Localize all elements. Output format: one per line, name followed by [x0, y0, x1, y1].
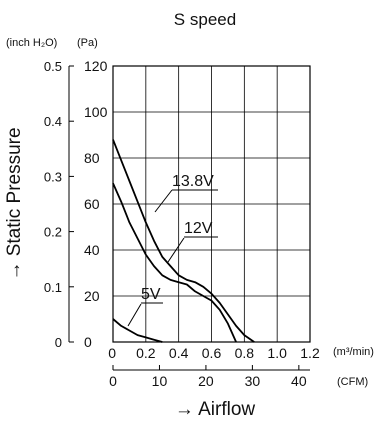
plot-frame	[112, 65, 311, 343]
x-secondary-tick-label: 20	[198, 373, 214, 389]
x-primary-tick-label: 0.8	[235, 345, 255, 361]
x-primary-tick-label: 0.2	[136, 345, 156, 361]
x-primary-tick-label: 0	[108, 345, 116, 361]
y-secondary-tick-label: 0.5	[44, 59, 62, 74]
x-secondary-tick-label: 40	[291, 373, 307, 389]
series-labels: 13.8V 12V 5V	[127, 173, 218, 327]
x-primary-tick-label: 1.0	[267, 345, 287, 361]
x-secondary-tick-label: 0	[109, 373, 117, 389]
x-secondary-tick-label: 30	[245, 373, 261, 389]
series-label-5V: 5V	[141, 286, 161, 303]
series-label-leader	[167, 237, 185, 263]
y-secondary-unit: (inch H₂O)	[6, 37, 57, 49]
y-primary-tick-label: 60	[84, 196, 100, 212]
y-primary-tick-label: 20	[84, 288, 100, 304]
x-primary-tick-label: 0.4	[169, 345, 189, 361]
y-secondary-tick-label: 0	[55, 335, 62, 350]
x-primary-tick-label: 0.6	[202, 345, 222, 361]
series-line-12V	[112, 182, 237, 343]
x-primary-tick-label: 1.2	[300, 345, 320, 361]
y-axis-label: → Static Pressure	[4, 127, 25, 280]
y-primary-tick-label: 100	[84, 104, 108, 120]
series-label-leader	[154, 189, 173, 213]
x-secondary-unit: (CFM)	[337, 376, 368, 388]
series-label-13.8V: 13.8V	[172, 173, 214, 190]
y-primary-tick-label: 40	[84, 242, 100, 258]
y-secondary-tick-label: 0.3	[44, 169, 62, 184]
series-line-13.8V	[112, 139, 255, 343]
y-primary-tick-label: 0	[84, 334, 92, 350]
x-axis-label: → Airflow	[175, 399, 256, 420]
grid	[113, 66, 310, 342]
x-secondary-tick-label: 10	[152, 373, 168, 389]
series-label-leader	[127, 303, 142, 327]
y-primary-tick-label: 120	[84, 58, 108, 74]
y-primary-unit: (Pa)	[77, 37, 98, 49]
series-lines	[112, 139, 255, 343]
series-label-12V: 12V	[184, 220, 213, 237]
x-primary-unit: (m³/min)	[333, 346, 374, 358]
y-secondary-tick-label: 0.4	[44, 114, 62, 129]
chart-title: S speed	[174, 10, 236, 29]
y-secondary-tick-label: 0.2	[44, 225, 62, 240]
y-secondary-tick-label: 0.1	[44, 280, 62, 295]
series-line-5V	[112, 318, 163, 343]
y-primary-tick-label: 80	[84, 150, 100, 166]
